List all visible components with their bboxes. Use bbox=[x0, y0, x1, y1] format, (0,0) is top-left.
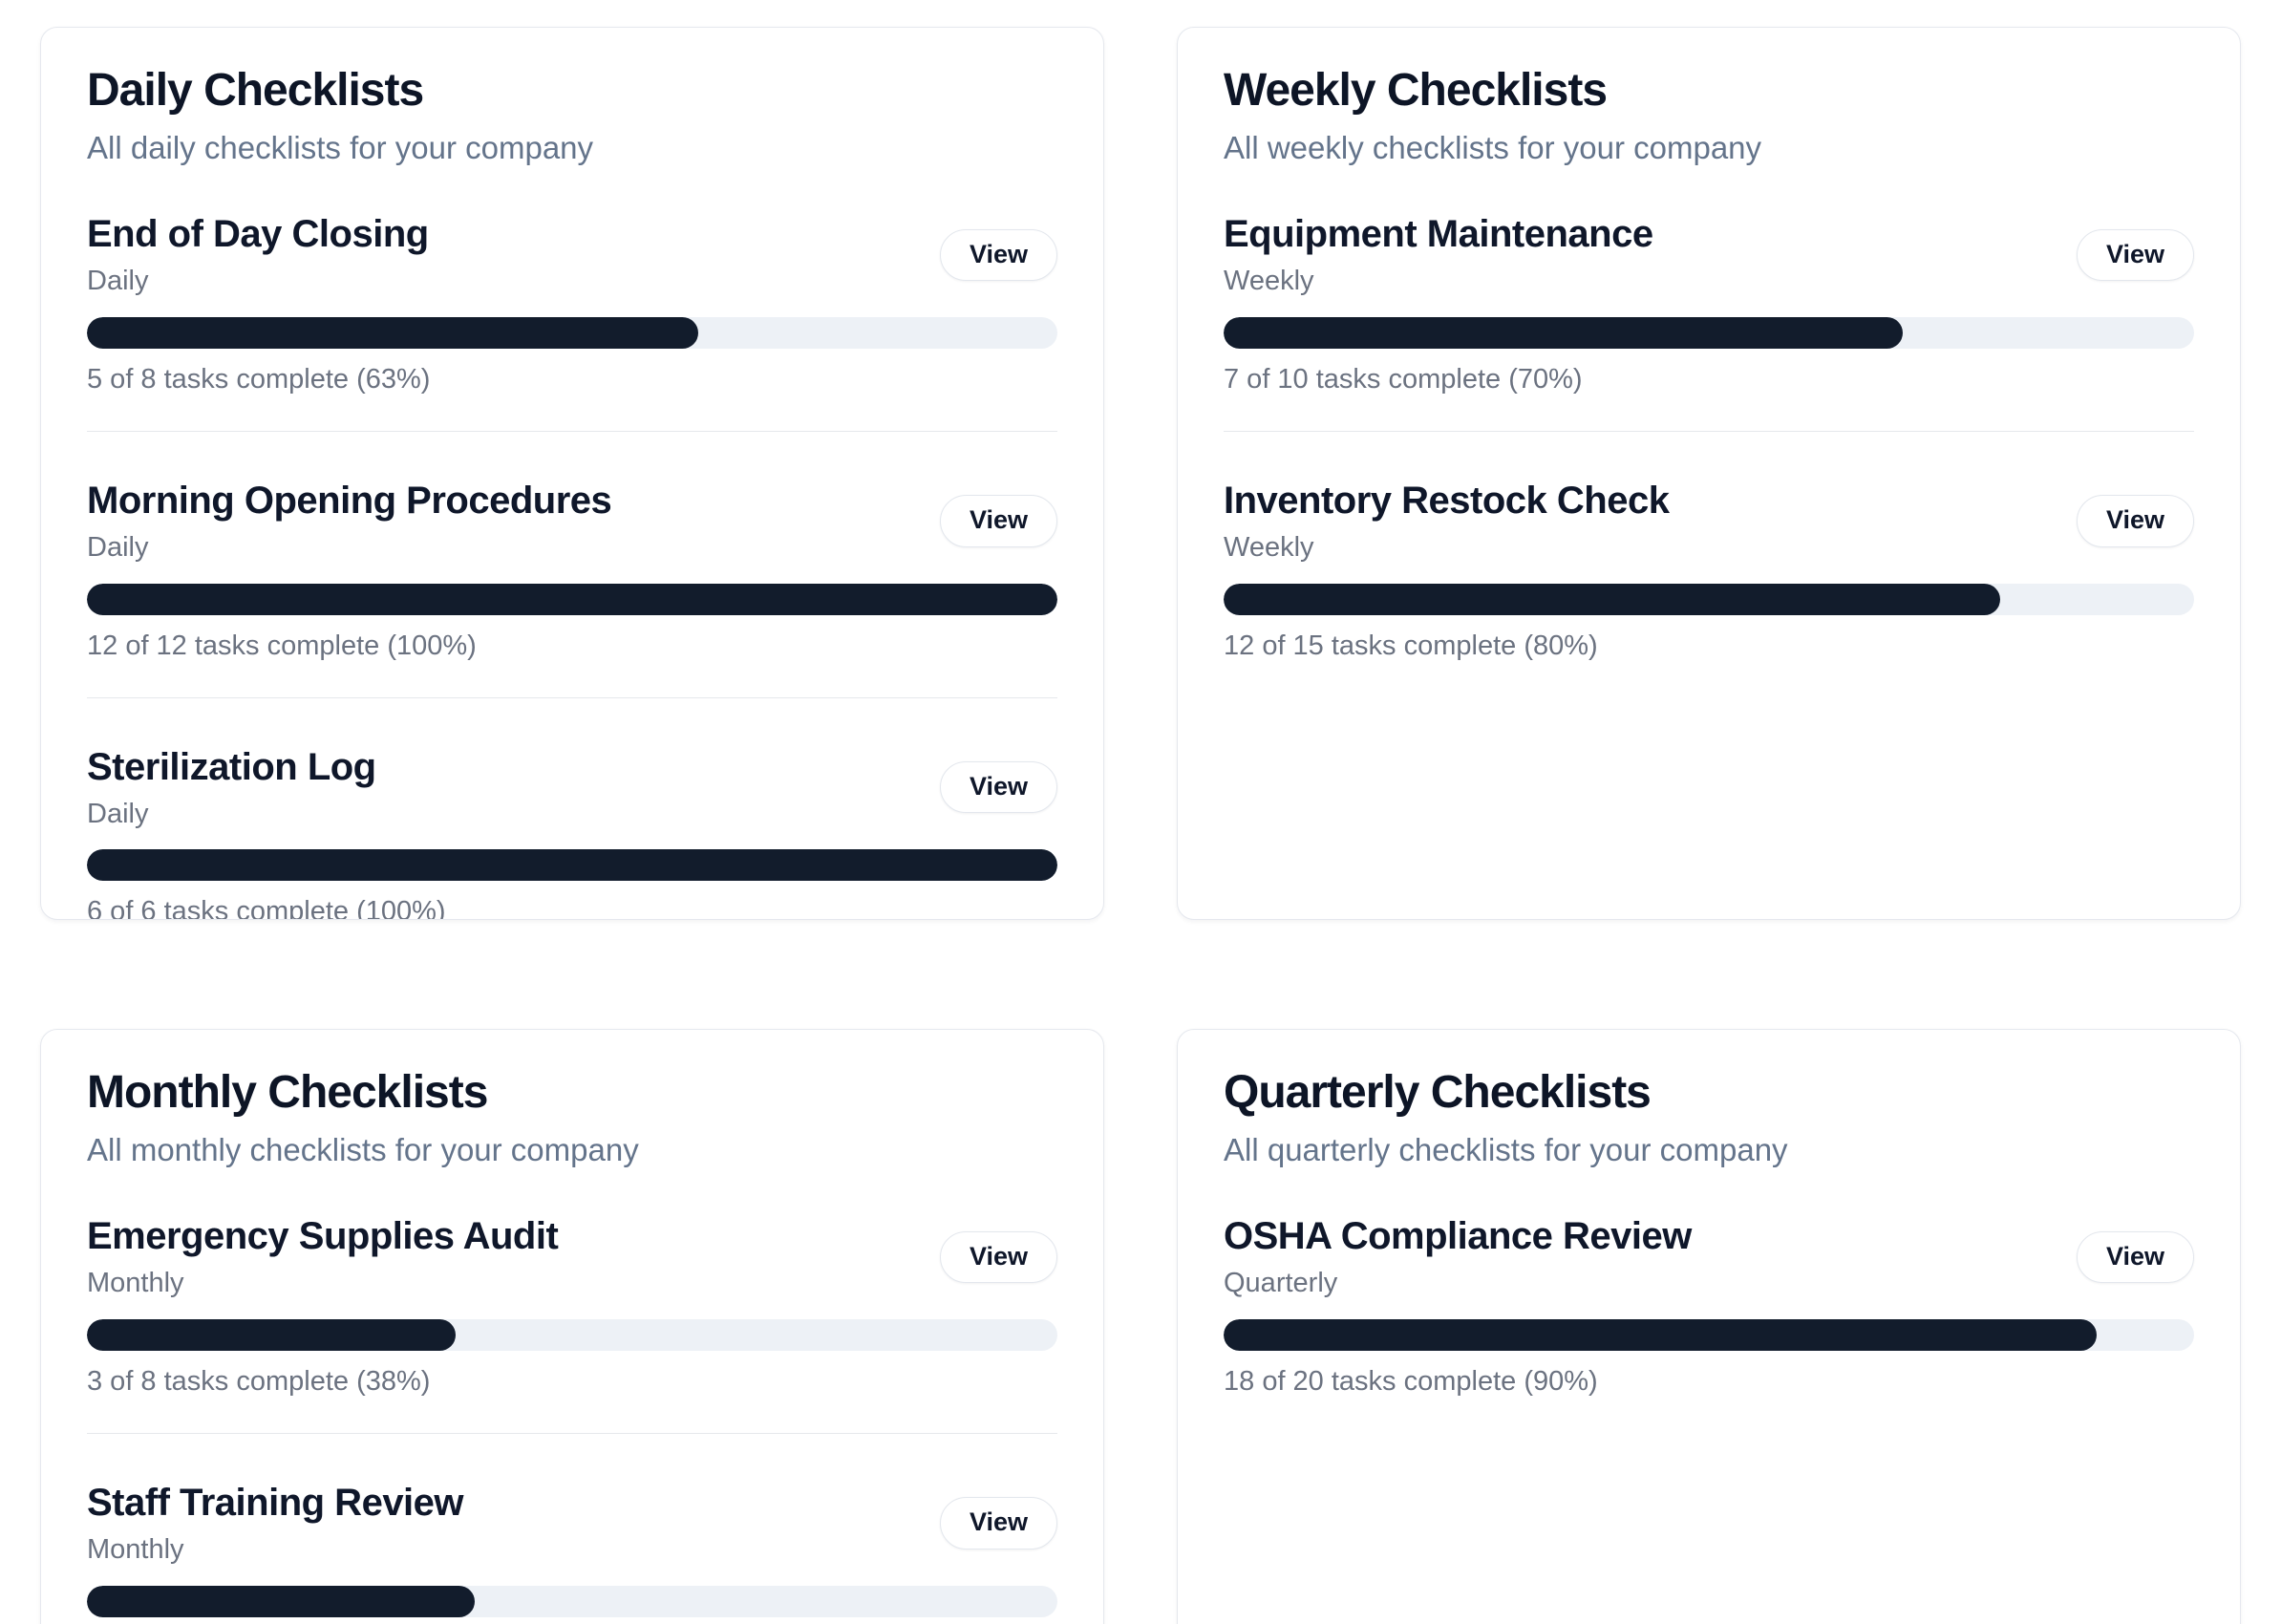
checklist-items: OSHA Compliance Review Quarterly View 18… bbox=[1224, 1213, 2194, 1399]
progress-bar bbox=[87, 583, 1057, 615]
progress-fill bbox=[1224, 317, 1904, 350]
item-frequency: Daily bbox=[87, 532, 149, 564]
card-subtitle: All quarterly checklists for your compan… bbox=[1224, 1132, 1788, 1168]
progress-fill bbox=[87, 583, 1057, 615]
card-weekly-checklists: Weekly Checklists All weekly checklists … bbox=[1177, 27, 2241, 920]
card-daily-checklists: Daily Checklists All daily checklists fo… bbox=[40, 27, 1104, 920]
checklist-item: Staff Training Review Monthly View 2 of … bbox=[87, 1480, 1057, 1624]
progress-bar bbox=[1224, 583, 2194, 615]
progress-bar bbox=[1224, 1319, 2194, 1352]
item-title: Emergency Supplies Audit bbox=[87, 1215, 559, 1258]
progress-bar bbox=[87, 317, 1057, 350]
card-quarterly-checklists: Quarterly Checklists All quarterly check… bbox=[1177, 1029, 2241, 1624]
card-title: Weekly Checklists bbox=[1224, 65, 1608, 116]
item-frequency: Weekly bbox=[1224, 532, 1314, 564]
progress-fill bbox=[87, 1319, 457, 1352]
item-frequency: Daily bbox=[87, 266, 149, 297]
progress-fill bbox=[87, 1585, 476, 1617]
progress-fill bbox=[1224, 1319, 2098, 1352]
progress-label: 18 of 20 tasks complete (90%) bbox=[1224, 1366, 1598, 1398]
progress-bar bbox=[87, 849, 1057, 882]
progress-label: 5 of 8 tasks complete (63%) bbox=[87, 364, 431, 395]
item-title: Morning Opening Procedures bbox=[87, 480, 612, 523]
checklist-item: OSHA Compliance Review Quarterly View 18… bbox=[1224, 1213, 2194, 1399]
checklist-item: Sterilization Log Daily View 6 of 6 task… bbox=[87, 744, 1057, 920]
view-button[interactable]: View bbox=[939, 1497, 1057, 1549]
card-subtitle: All weekly checklists for your company bbox=[1224, 130, 1762, 166]
card-subtitle: All monthly checklists for your company bbox=[87, 1132, 639, 1168]
view-button[interactable]: View bbox=[2076, 228, 2194, 282]
item-divider bbox=[87, 431, 1057, 433]
item-title: Staff Training Review bbox=[87, 1482, 464, 1525]
progress-bar bbox=[1224, 317, 2194, 350]
card-subtitle: All daily checklists for your company bbox=[87, 130, 594, 166]
progress-label: 12 of 12 tasks complete (100%) bbox=[87, 630, 477, 661]
item-divider bbox=[87, 696, 1057, 698]
card-title: Daily Checklists bbox=[87, 65, 424, 116]
item-divider bbox=[1224, 431, 2194, 433]
item-frequency: Daily bbox=[87, 798, 149, 829]
view-button[interactable]: View bbox=[939, 1230, 1057, 1284]
item-frequency: Monthly bbox=[87, 1534, 184, 1566]
item-title: OSHA Compliance Review bbox=[1224, 1215, 1692, 1258]
card-monthly-checklists: Monthly Checklists All monthly checklist… bbox=[40, 1029, 1104, 1624]
item-title: Equipment Maintenance bbox=[1224, 213, 1653, 256]
item-frequency: Monthly bbox=[87, 1268, 184, 1299]
item-title: Sterilization Log bbox=[87, 745, 376, 788]
item-divider bbox=[87, 1433, 1057, 1435]
progress-bar bbox=[87, 1319, 1057, 1352]
progress-fill bbox=[87, 849, 1057, 882]
progress-label: 6 of 6 tasks complete (100%) bbox=[87, 896, 446, 920]
progress-fill bbox=[1224, 583, 2000, 615]
view-button[interactable]: View bbox=[939, 228, 1057, 282]
card-title: Quarterly Checklists bbox=[1224, 1067, 1652, 1118]
progress-label: 7 of 10 tasks complete (70%) bbox=[1224, 364, 1583, 395]
checklist-items: Equipment Maintenance Weekly View 7 of 1… bbox=[1224, 211, 2194, 662]
item-title: Inventory Restock Check bbox=[1224, 480, 1670, 523]
item-frequency: Quarterly bbox=[1224, 1268, 1338, 1299]
progress-fill bbox=[87, 317, 699, 350]
view-button[interactable]: View bbox=[2076, 1230, 2194, 1284]
item-frequency: Weekly bbox=[1224, 266, 1314, 297]
item-title: End of Day Closing bbox=[87, 213, 429, 256]
checklist-items: End of Day Closing Daily View 5 of 8 tas… bbox=[87, 211, 1057, 920]
view-button[interactable]: View bbox=[939, 760, 1057, 814]
checklist-item: End of Day Closing Daily View 5 of 8 tas… bbox=[87, 211, 1057, 396]
card-title: Monthly Checklists bbox=[87, 1067, 488, 1118]
checklist-item: Emergency Supplies Audit Monthly View 3 … bbox=[87, 1213, 1057, 1399]
view-button[interactable]: View bbox=[2076, 495, 2194, 547]
checklist-item: Morning Opening Procedures Daily View 12… bbox=[87, 478, 1057, 663]
view-button[interactable]: View bbox=[939, 495, 1057, 547]
progress-label: 12 of 15 tasks complete (80%) bbox=[1224, 630, 1598, 661]
checklist-item: Inventory Restock Check Weekly View 12 o… bbox=[1224, 478, 2194, 663]
checklist-item: Equipment Maintenance Weekly View 7 of 1… bbox=[1224, 211, 2194, 396]
checklist-items: Emergency Supplies Audit Monthly View 3 … bbox=[87, 1213, 1057, 1624]
progress-label: 3 of 8 tasks complete (38%) bbox=[87, 1366, 431, 1398]
progress-bar bbox=[87, 1585, 1057, 1617]
